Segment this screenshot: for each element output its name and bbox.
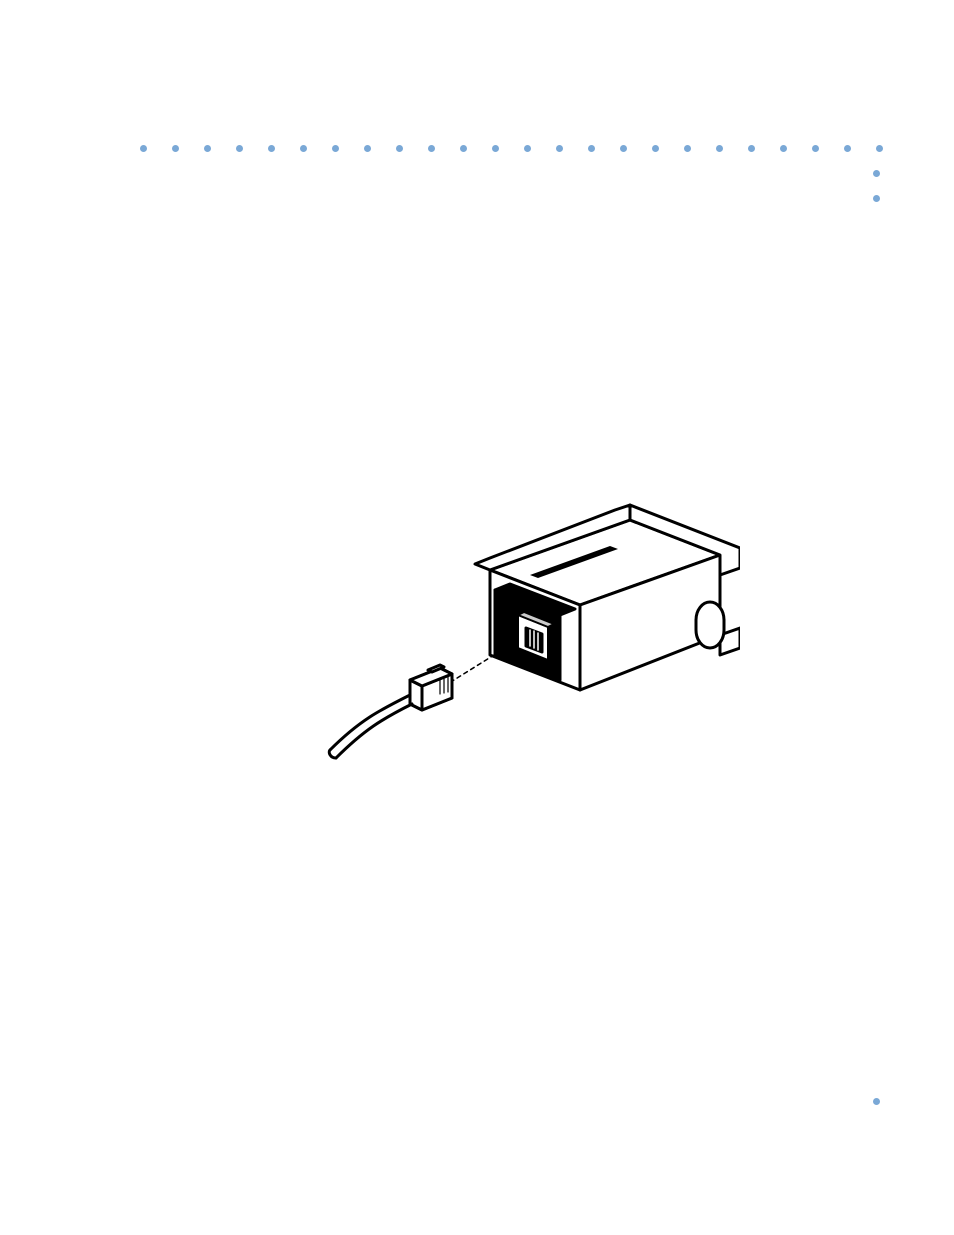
dot-icon (364, 145, 371, 152)
dot-icon (652, 145, 659, 152)
dot-icon (492, 145, 499, 152)
dot-icon (460, 145, 467, 152)
dot-icon (140, 145, 147, 152)
dot-icon (873, 170, 880, 177)
dot-icon (873, 195, 880, 202)
decorative-dot-row (140, 145, 880, 155)
dot-icon (396, 145, 403, 152)
dot-icon (268, 145, 275, 152)
dot-icon (204, 145, 211, 152)
dot-icon (812, 145, 819, 152)
adapter-svg-icon (300, 480, 740, 780)
dot-icon (588, 145, 595, 152)
dot-icon (684, 145, 691, 152)
dot-icon (716, 145, 723, 152)
adapter-illustration (300, 480, 740, 780)
dot-icon (556, 145, 563, 152)
dot-icon (748, 145, 755, 152)
dot-icon (172, 145, 179, 152)
dot-icon (236, 145, 243, 152)
dot-icon (300, 145, 307, 152)
decorative-dot-column (873, 170, 880, 220)
dot-icon (332, 145, 339, 152)
dot-icon (876, 145, 883, 152)
dot-icon (780, 145, 787, 152)
dot-icon (620, 145, 627, 152)
page-marker-dot-icon (873, 1098, 880, 1105)
dot-icon (524, 145, 531, 152)
document-page (0, 0, 954, 1235)
dot-icon (428, 145, 435, 152)
dot-icon (844, 145, 851, 152)
